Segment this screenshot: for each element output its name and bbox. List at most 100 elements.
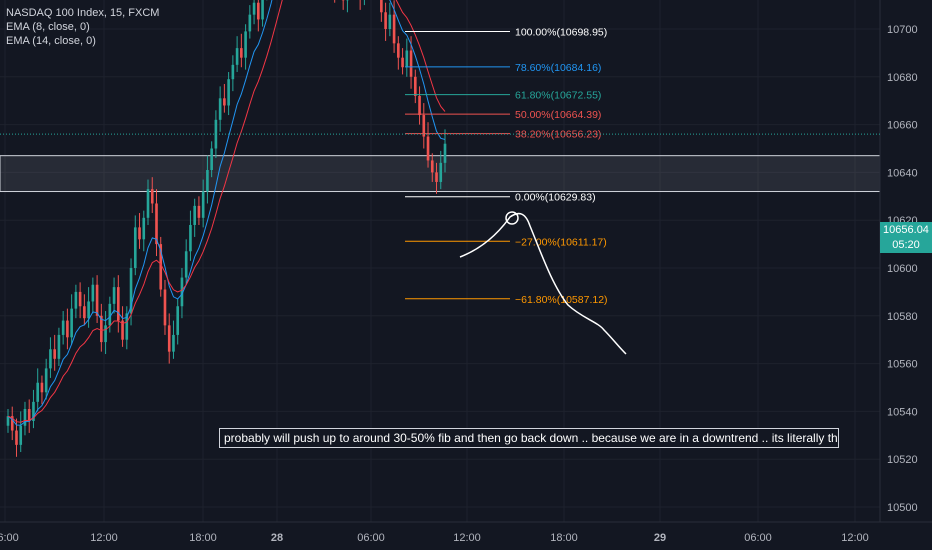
ema-14-indicator[interactable]: EMA (14, close, 0) xyxy=(6,35,96,47)
price-axis[interactable]: 1050010520105401056010580106001062010640… xyxy=(879,0,918,522)
candle-body xyxy=(40,382,44,393)
candle-body xyxy=(384,12,387,29)
fib-level-label: 100.00%(10698.95) xyxy=(515,27,607,39)
candle-body xyxy=(405,50,409,68)
time-tick-label: 06:00 xyxy=(744,532,772,544)
candle-body xyxy=(422,115,426,137)
time-tick-label: 12:00 xyxy=(841,532,869,544)
candle-body xyxy=(430,160,434,173)
grid xyxy=(0,0,880,522)
candle-body xyxy=(53,349,56,359)
time-tick-label: 29 xyxy=(654,532,666,544)
candle-body xyxy=(100,315,103,343)
price-tick-label: 10700 xyxy=(887,24,918,36)
candle-body xyxy=(401,57,404,68)
candle-body xyxy=(19,425,23,445)
candle-body xyxy=(87,301,90,319)
candle-body xyxy=(240,48,243,58)
bar-countdown-tag: 05:20 xyxy=(880,237,932,253)
candle-body xyxy=(197,205,201,218)
time-tick-label: 06:00 xyxy=(0,532,19,544)
candle-body xyxy=(61,320,65,335)
candle-body xyxy=(36,382,40,402)
candle-body xyxy=(252,2,256,15)
price-tick-label: 10680 xyxy=(887,72,918,84)
candle-body xyxy=(210,148,213,171)
candle-body xyxy=(426,136,430,161)
candle-body xyxy=(392,14,396,44)
projection-drawing[interactable] xyxy=(459,211,627,355)
price-tick-label: 10600 xyxy=(887,263,918,275)
ema-8-indicator[interactable]: EMA (8, close, 0) xyxy=(6,21,90,33)
time-tick-label: 12:00 xyxy=(90,532,118,544)
fib-level-label: −61.80%(10587.12) xyxy=(515,294,608,306)
current-price-tag: 10656.04 xyxy=(880,222,932,238)
candle-body xyxy=(142,217,146,240)
candle-body xyxy=(129,268,133,314)
candle-body xyxy=(49,349,52,369)
time-axis[interactable]: 06:00 12:00 18:00 28 06:00 12:00 18:00 29 06:00 1… xyxy=(0,521,932,544)
candle-body xyxy=(57,334,61,359)
candle-body xyxy=(180,277,184,307)
candle-body xyxy=(150,189,154,204)
candle-body xyxy=(227,79,230,106)
candle-body xyxy=(146,189,150,218)
candle-body xyxy=(176,306,180,335)
candle-body xyxy=(116,287,120,321)
projection-peak-marker xyxy=(505,211,519,225)
candle-body xyxy=(83,306,86,319)
candle-body xyxy=(121,320,124,340)
fib-level-label: 0.00%(10629.83) xyxy=(515,192,596,204)
candle-body xyxy=(189,224,192,252)
candle-body xyxy=(248,14,252,32)
price-tick-label: 10560 xyxy=(887,359,918,371)
candle-body xyxy=(261,0,264,20)
candle-body xyxy=(388,14,392,29)
time-tick-label: 18:00 xyxy=(189,532,217,544)
fib-level-label: 38.20%(10656.23) xyxy=(515,129,601,141)
price-tick-label: 10540 xyxy=(887,406,918,418)
candle-body xyxy=(184,251,188,278)
candle-body xyxy=(172,334,175,352)
fib-level-label: 50.00%(10664.39) xyxy=(515,109,601,121)
candle-body xyxy=(201,191,205,218)
price-tick-label: 10520 xyxy=(887,454,918,466)
candle-body xyxy=(138,227,141,240)
fib-level-label: 78.60%(10684.16) xyxy=(515,62,601,74)
time-tick-label: 06:00 xyxy=(357,532,385,544)
candle-body xyxy=(70,308,73,338)
candle-body xyxy=(155,203,158,245)
candle-body xyxy=(78,291,82,307)
price-tick-label: 10500 xyxy=(887,502,918,514)
candle-body xyxy=(163,289,167,326)
candle-body xyxy=(231,64,235,80)
text-annotation[interactable]: probably will push up to around 30-50% f… xyxy=(219,428,839,448)
time-tick-label: 28 xyxy=(271,532,283,544)
candle-body xyxy=(15,430,18,445)
candle-body xyxy=(104,325,107,343)
fib-level-label: 61.80%(10672.55) xyxy=(515,90,601,102)
candles xyxy=(6,0,447,457)
candle-body xyxy=(435,172,438,182)
candle-body xyxy=(91,284,95,302)
candle-body xyxy=(218,98,222,120)
candle-body xyxy=(167,325,171,352)
candle-body xyxy=(257,2,260,20)
symbol-title[interactable]: NASDAQ 100 Index, 15, FXCM xyxy=(6,7,160,19)
candle-body xyxy=(6,416,10,426)
candle-body xyxy=(193,205,196,225)
candle-body xyxy=(112,287,116,304)
candle-body xyxy=(27,409,31,421)
time-tick-label: 18:00 xyxy=(550,532,578,544)
price-tick-label: 10660 xyxy=(887,120,918,132)
chart-legend: NASDAQ 100 Index, 15, FXCM EMA (8, close… xyxy=(6,6,159,48)
candle-body xyxy=(10,416,14,431)
ema-14-line xyxy=(7,0,446,423)
candle-body xyxy=(214,119,218,149)
candle-body xyxy=(125,313,129,340)
candle-body xyxy=(418,95,421,116)
candle-body xyxy=(108,303,112,326)
candle-body xyxy=(32,401,35,421)
